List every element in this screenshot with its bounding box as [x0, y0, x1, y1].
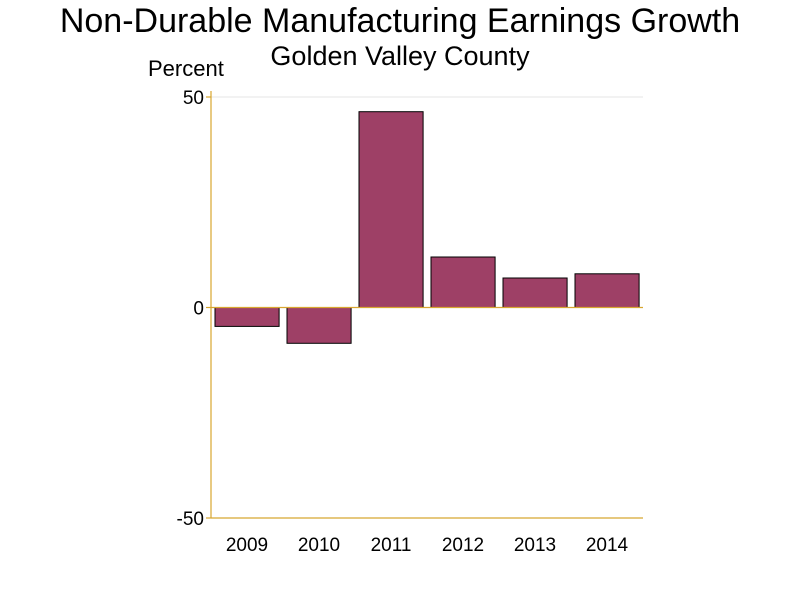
bar-2010 [286, 307, 352, 344]
y-tick-label-50: 50 [183, 88, 204, 109]
bar-series [214, 111, 640, 344]
x-tick-labels: 2009 2010 2011 2012 2013 2014 [226, 535, 629, 556]
x-tick-label-2013: 2013 [514, 535, 556, 556]
chart-subtitle: Golden Valley County [270, 41, 530, 71]
chart-title: Non-Durable Manufacturing Earnings Growt… [60, 2, 740, 40]
y-tick-labels: 50 0 -50 [177, 88, 211, 530]
bar-2014 [574, 273, 640, 308]
x-tick-label-2010: 2010 [298, 535, 340, 556]
x-tick-label-2012: 2012 [442, 535, 484, 556]
axes [210, 91, 643, 519]
y-tick-label-0: 0 [193, 299, 204, 320]
bar-2012 [430, 256, 496, 308]
x-tick-label-2009: 2009 [226, 535, 268, 556]
bar-2011 [358, 111, 424, 308]
y-tick-label--50: -50 [177, 509, 204, 530]
bar-2013 [502, 277, 568, 308]
x-tick-label-2014: 2014 [586, 535, 629, 556]
y-axis-label: Percent [148, 56, 224, 81]
bar-2009 [214, 307, 280, 327]
x-tick-label-2011: 2011 [371, 535, 412, 556]
